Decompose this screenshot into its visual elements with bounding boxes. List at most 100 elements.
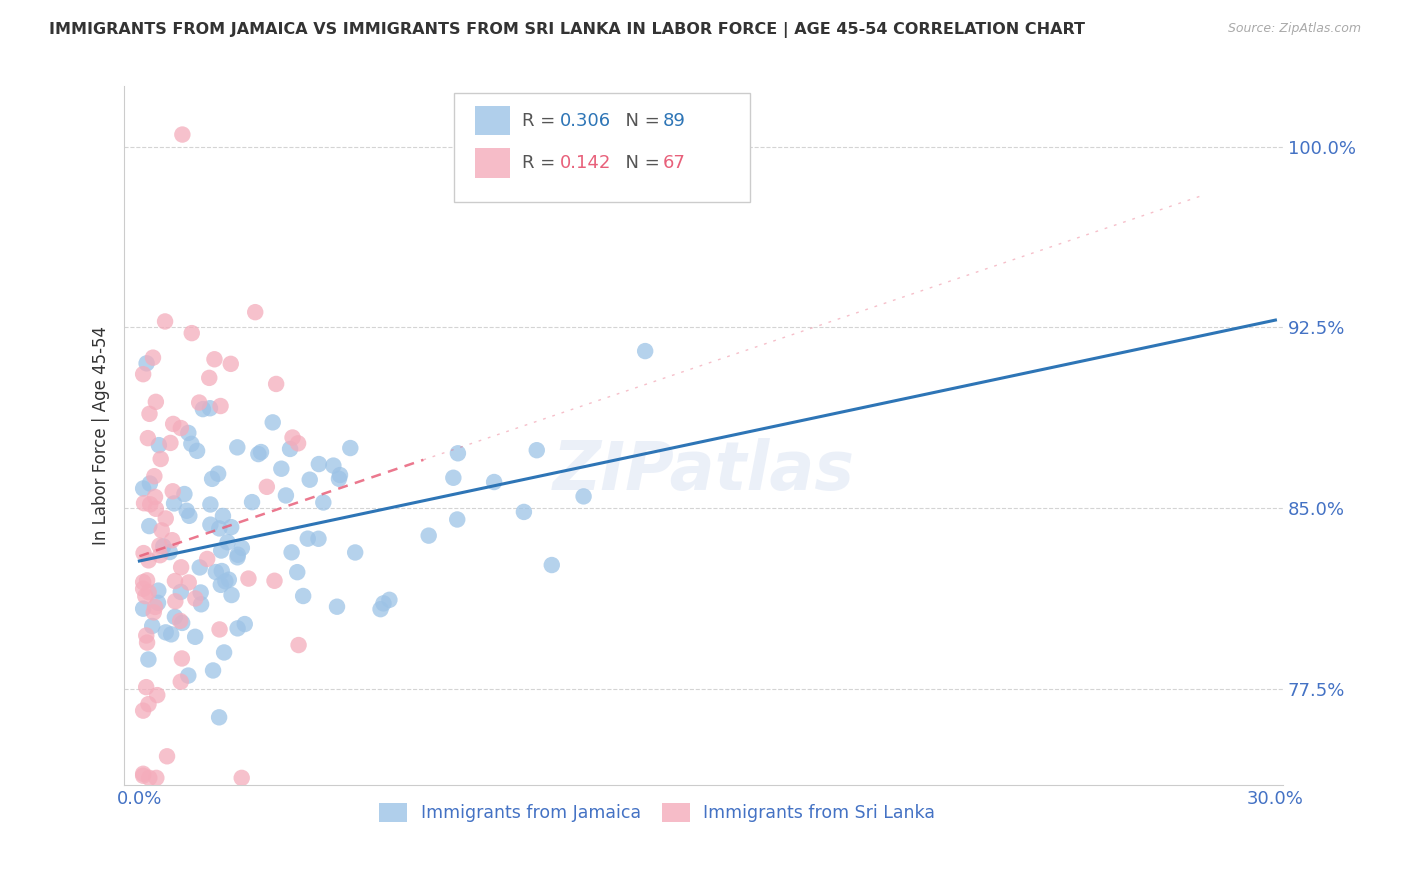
Point bbox=[231, 541, 253, 555]
Point bbox=[152, 539, 174, 553]
Point bbox=[198, 401, 221, 416]
Point bbox=[312, 495, 335, 509]
Point bbox=[177, 668, 200, 682]
Point bbox=[162, 417, 184, 431]
Point bbox=[370, 602, 392, 616]
Point bbox=[280, 545, 302, 559]
Bar bbox=[475, 106, 510, 136]
Point bbox=[209, 399, 232, 413]
Point bbox=[219, 357, 242, 371]
Point bbox=[135, 356, 157, 370]
Point bbox=[209, 578, 232, 592]
Point bbox=[339, 441, 361, 455]
Point bbox=[148, 539, 170, 553]
Point bbox=[148, 438, 170, 452]
Point bbox=[329, 468, 352, 483]
Point bbox=[139, 497, 162, 511]
Point bbox=[170, 560, 193, 574]
Point bbox=[219, 520, 242, 534]
Point bbox=[172, 615, 194, 630]
Point bbox=[176, 504, 198, 518]
Point bbox=[155, 511, 177, 525]
Point bbox=[190, 585, 212, 599]
Point bbox=[138, 553, 160, 567]
Legend: Immigrants from Jamaica, Immigrants from Sri Lanka: Immigrants from Jamaica, Immigrants from… bbox=[373, 796, 942, 829]
Point bbox=[326, 599, 349, 614]
Point bbox=[198, 371, 221, 385]
FancyBboxPatch shape bbox=[454, 94, 749, 202]
Point bbox=[298, 473, 321, 487]
Point bbox=[208, 623, 231, 637]
Point bbox=[163, 574, 186, 588]
Point bbox=[172, 128, 194, 142]
Point bbox=[163, 609, 186, 624]
Point bbox=[278, 442, 301, 456]
Point bbox=[136, 635, 159, 649]
Text: 0.306: 0.306 bbox=[560, 112, 612, 129]
Point bbox=[173, 487, 195, 501]
Y-axis label: In Labor Force | Age 45-54: In Labor Force | Age 45-54 bbox=[93, 326, 110, 545]
Point bbox=[186, 443, 208, 458]
Point bbox=[138, 407, 160, 421]
Point bbox=[287, 638, 309, 652]
Text: Source: ZipAtlas.com: Source: ZipAtlas.com bbox=[1227, 22, 1361, 36]
Point bbox=[149, 452, 172, 467]
Point bbox=[159, 545, 181, 559]
Point bbox=[132, 582, 155, 596]
Point bbox=[177, 575, 200, 590]
Point bbox=[207, 467, 229, 481]
Point bbox=[145, 394, 167, 409]
Point bbox=[205, 565, 228, 579]
Point bbox=[145, 501, 167, 516]
Point bbox=[143, 490, 166, 504]
Point bbox=[285, 565, 308, 579]
Text: ZIPatlas: ZIPatlas bbox=[553, 438, 855, 504]
Point bbox=[160, 533, 183, 548]
Point bbox=[150, 524, 173, 538]
Point bbox=[418, 528, 440, 542]
Point bbox=[132, 482, 155, 496]
Point bbox=[247, 447, 270, 461]
Point bbox=[202, 664, 225, 678]
Point bbox=[159, 436, 181, 450]
Point bbox=[281, 430, 304, 444]
Point bbox=[540, 558, 562, 572]
Point bbox=[184, 591, 207, 606]
Point bbox=[233, 617, 256, 632]
Point bbox=[238, 572, 260, 586]
Point bbox=[201, 472, 224, 486]
Point bbox=[212, 645, 235, 659]
Point bbox=[200, 517, 222, 532]
Point bbox=[270, 461, 292, 475]
Point bbox=[446, 512, 468, 526]
Point bbox=[221, 588, 243, 602]
Point bbox=[143, 599, 166, 614]
Point bbox=[211, 564, 233, 578]
Point bbox=[132, 769, 155, 783]
Point bbox=[634, 344, 657, 359]
Point bbox=[188, 560, 211, 574]
Point bbox=[513, 505, 536, 519]
Text: 67: 67 bbox=[664, 154, 686, 172]
Point bbox=[135, 628, 157, 642]
Point bbox=[170, 421, 193, 435]
Point bbox=[184, 630, 207, 644]
Point bbox=[217, 535, 239, 549]
Point bbox=[256, 480, 278, 494]
Point bbox=[373, 596, 395, 610]
Point bbox=[226, 441, 249, 455]
Point bbox=[156, 749, 179, 764]
Point bbox=[208, 710, 231, 724]
Point bbox=[132, 601, 155, 615]
Point bbox=[328, 472, 350, 486]
Point bbox=[136, 574, 159, 588]
Point bbox=[226, 621, 249, 635]
Point bbox=[132, 704, 155, 718]
Point bbox=[208, 521, 231, 535]
Point bbox=[165, 594, 187, 608]
Point bbox=[138, 585, 160, 599]
Point bbox=[180, 437, 202, 451]
Point bbox=[136, 431, 159, 445]
Point bbox=[231, 771, 253, 785]
Point bbox=[146, 688, 169, 702]
